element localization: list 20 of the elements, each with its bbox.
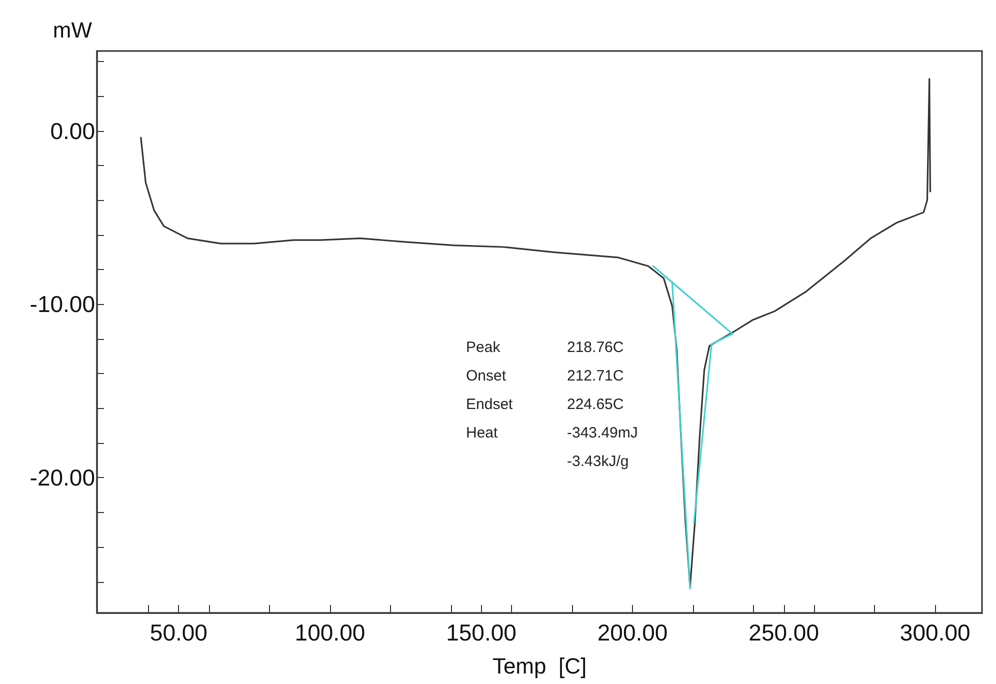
annotation: -3.43kJ/g — [567, 453, 629, 470]
x-axis-title: Temp [C] — [492, 654, 587, 678]
x-tick-label: 300.00 — [900, 620, 970, 646]
y-tick-label: 0.00 — [50, 118, 95, 144]
x-tick-label: 200.00 — [597, 620, 668, 646]
x-tick-label: 250.00 — [748, 620, 819, 646]
y-axis-title: mW — [52, 18, 92, 42]
x-tick-label: 50.00 — [150, 620, 208, 646]
annotation: Endset — [466, 396, 514, 413]
annotation: Peak — [466, 339, 501, 356]
annotation: Heat — [466, 424, 499, 442]
y-tick-label: -10.00 — [30, 291, 95, 318]
x-tick-label: 150.00 — [446, 620, 516, 646]
annotation: 218.76C — [567, 339, 624, 356]
y-tick-label: -20.00 — [30, 464, 95, 491]
annotation: 212.71C — [567, 368, 624, 384]
x-tick-label: 100.00 — [294, 620, 366, 646]
annotation: Onset — [466, 368, 507, 384]
annotation: 224.65C — [567, 396, 624, 413]
annotation: -343.49mJ — [567, 424, 638, 442]
